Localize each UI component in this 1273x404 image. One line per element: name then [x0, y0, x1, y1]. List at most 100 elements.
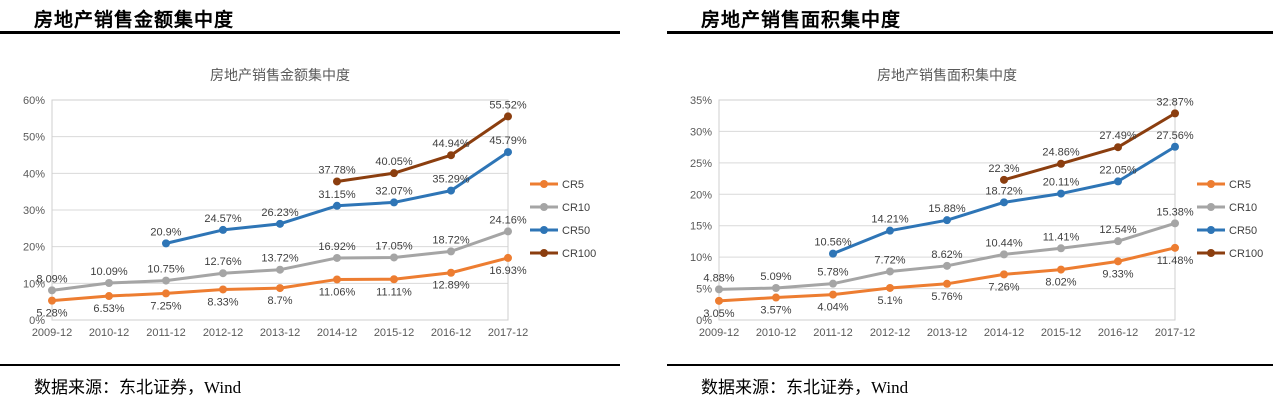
legend-marker-CR50 [540, 226, 548, 234]
series-point-CR50 [1171, 142, 1179, 151]
series-point-CR5 [219, 285, 227, 294]
series-point-CR50 [943, 216, 951, 225]
y-tick-label: 35% [690, 95, 712, 107]
data-label-CR10: 12.76% [204, 256, 242, 268]
series-point-CR50 [447, 186, 455, 195]
data-label-CR5: 11.06% [319, 286, 356, 298]
x-tick-label: 2015-12 [374, 327, 414, 339]
series-point-CR10 [715, 285, 723, 294]
data-label-CR100: 24.86% [1042, 147, 1080, 159]
series-point-CR10 [390, 253, 398, 262]
series-point-CR10 [48, 286, 56, 295]
series-point-CR50 [829, 249, 837, 258]
series-point-CR5 [886, 283, 894, 292]
series-point-CR5 [504, 253, 512, 262]
series-point-CR100 [504, 112, 512, 121]
y-tick-label: 10% [23, 278, 45, 290]
data-label-CR50: 20.9% [150, 226, 181, 238]
series-point-CR10 [105, 279, 113, 288]
y-tick-label: 15% [690, 221, 712, 233]
data-label-CR10: 24.16% [489, 214, 527, 226]
y-tick-label: 50% [23, 132, 45, 144]
series-point-CR5 [105, 292, 113, 301]
data-label-CR50: 18.72% [985, 185, 1023, 197]
data-label-CR5: 5.1% [877, 295, 902, 307]
series-point-CR10 [886, 267, 894, 276]
series-line-CR100 [1002, 111, 1177, 182]
y-tick-label: 40% [23, 168, 45, 180]
data-source-text: 数据来源：东北证券，Wind [34, 378, 242, 397]
series-line-CR100 [335, 114, 510, 183]
data-label-CR10: 17.05% [375, 240, 413, 252]
x-tick-label: 2013-12 [260, 327, 300, 339]
series-point-CR50 [162, 239, 170, 248]
data-label-CR10: 8.09% [36, 273, 67, 285]
plot-border [51, 99, 509, 321]
series-point-CR50 [390, 198, 398, 207]
series-point-CR50 [1114, 177, 1122, 186]
data-label-CR50: 10.56% [814, 237, 852, 249]
x-tick-label: 2017-12 [1155, 327, 1195, 339]
data-label-CR5: 8.7% [267, 295, 292, 307]
legend-label-CR10: CR10 [562, 202, 590, 214]
series-point-CR5 [715, 296, 723, 305]
data-label-CR5: 16.93% [489, 265, 527, 277]
x-tick-label: 2010-12 [89, 327, 129, 339]
legend-label-CR100: CR100 [562, 248, 596, 260]
x-tick-label: 2011-12 [146, 327, 186, 339]
data-label-CR5: 5.28% [36, 308, 67, 320]
data-label-CR5: 3.57% [760, 305, 791, 317]
data-label-CR10: 10.44% [985, 237, 1023, 249]
data-label-CR5: 7.26% [988, 281, 1019, 293]
y-tick-label: 0% [696, 315, 712, 327]
panel-sales-area: 房地产销售面积集中度 0% 5% 10% 15% 20% 25% 30% 35% 2009-12… [667, 0, 1273, 404]
x-tick-label: 2016-12 [431, 327, 471, 339]
data-label-CR10: 7.72% [874, 254, 905, 266]
data-label-CR50: 45.79% [489, 135, 527, 147]
data-label-CR5: 4.04% [817, 302, 848, 314]
data-label-CR100: 37.78% [318, 164, 356, 176]
data-label-CR5: 11.48% [1157, 255, 1194, 267]
series-point-CR100 [1114, 143, 1122, 152]
y-tick-label: 0% [29, 315, 45, 327]
legend-marker-CR100 [540, 249, 548, 257]
x-tick-label: 2010-12 [756, 327, 796, 339]
series-point-CR5 [1000, 270, 1008, 279]
series-point-CR10 [1114, 237, 1122, 246]
series-point-CR100 [390, 169, 398, 178]
x-tick-label: 2016-12 [1098, 327, 1138, 339]
data-label-CR5: 12.89% [432, 280, 470, 292]
data-label-CR10: 5.09% [760, 271, 791, 283]
series-point-CR50 [886, 226, 894, 235]
plot-border [718, 99, 1176, 321]
series-point-CR100 [1000, 175, 1008, 184]
series-point-CR5 [772, 293, 780, 302]
data-label-CR100: 27.49% [1099, 130, 1137, 142]
data-label-CR100: 55.52% [489, 99, 527, 111]
series-point-CR10 [219, 269, 227, 278]
legend-label-CR100: CR100 [1229, 248, 1263, 260]
data-label-CR50: 20.11% [1043, 177, 1080, 189]
data-label-CR100: 40.05% [375, 156, 413, 168]
panel-sales-amount: 房地产销售金额集中度 0% 10% 20% 30% 40% 50% 60% 2009-12 20… [0, 0, 620, 404]
legend-marker-CR5 [1207, 180, 1215, 188]
legend-label-CR5: CR5 [1229, 179, 1251, 191]
series-point-CR10 [447, 247, 455, 256]
y-tick-label: 20% [23, 242, 45, 254]
data-label-CR50: 15.88% [928, 203, 966, 215]
legend-label-CR50: CR50 [1229, 225, 1257, 237]
x-tick-label: 2014-12 [984, 327, 1024, 339]
series-point-CR5 [447, 268, 455, 277]
series-point-CR10 [772, 284, 780, 293]
legend-marker-CR5 [540, 180, 548, 188]
series-point-CR10 [1000, 250, 1008, 259]
series-point-CR5 [829, 290, 837, 299]
data-label-CR10: 13.72% [261, 253, 299, 265]
series-point-CR10 [504, 227, 512, 236]
legend-label-CR50: CR50 [562, 225, 590, 237]
series-point-CR50 [276, 219, 284, 228]
data-label-CR10: 11.41% [1043, 231, 1080, 243]
series-point-CR10 [162, 276, 170, 285]
series-point-CR50 [219, 225, 227, 234]
